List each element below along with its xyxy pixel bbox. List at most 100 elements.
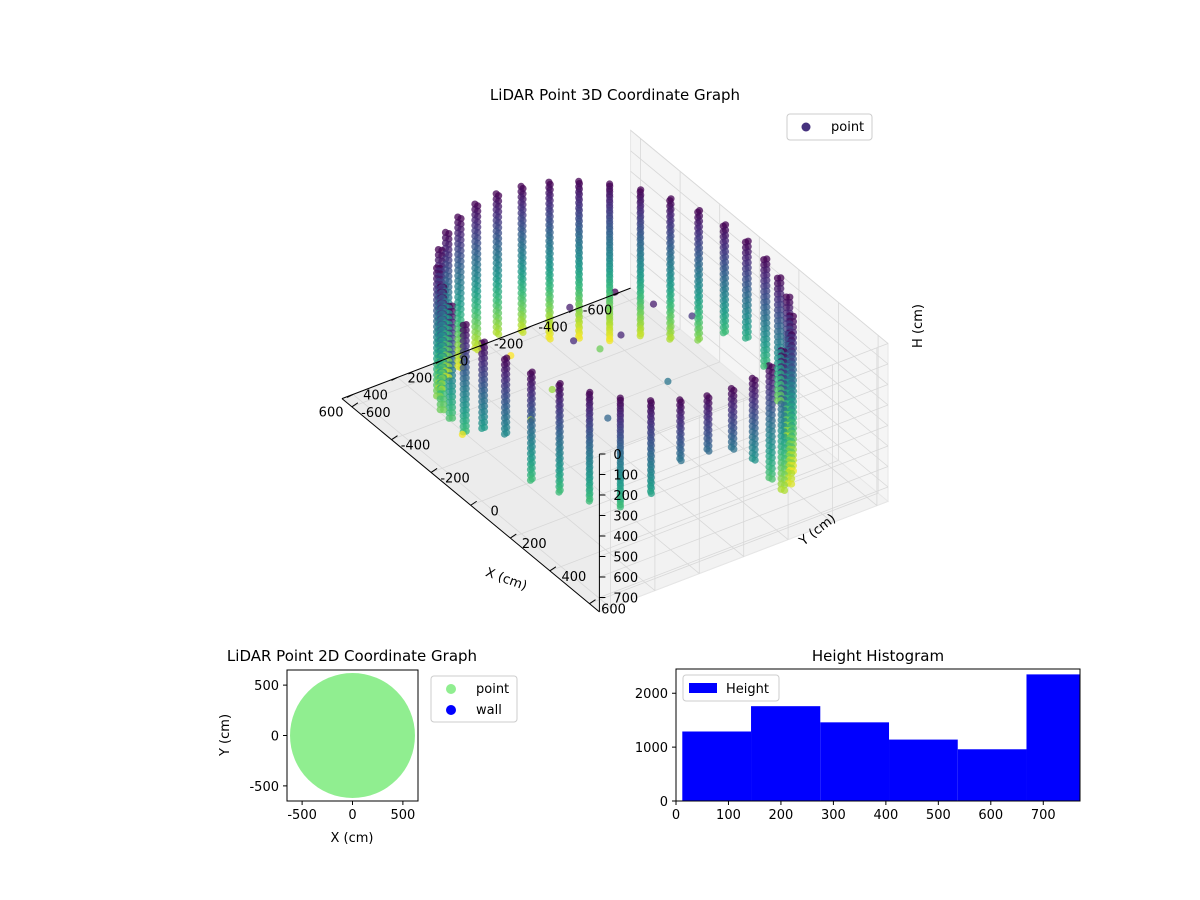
- point-3d: [741, 334, 750, 342]
- y-tick-label: -400: [401, 439, 431, 454]
- chart-2d-legend: point wall: [430, 675, 518, 723]
- z-tick-label: 500: [613, 551, 638, 566]
- x-tick-label: 0: [348, 808, 356, 823]
- y-tick-label: 1000: [635, 741, 668, 756]
- chart-2d: LiDAR Point 2D Coordinate Graph -500 0 500…: [218, 647, 518, 846]
- chart-3d-points: [433, 177, 798, 511]
- y-tick-label: 400: [561, 570, 586, 585]
- histogram-legend-label: Height: [726, 682, 769, 697]
- point-3d: [664, 377, 672, 385]
- point-3d: [555, 488, 563, 496]
- z-tick-label: 0: [613, 448, 621, 463]
- x-tick-label: 700: [1031, 808, 1056, 823]
- point-3d: [788, 480, 796, 488]
- point-3d: [786, 304, 794, 312]
- chart-3d-title: LiDAR Point 3D Coordinate Graph: [490, 86, 740, 104]
- histogram-bar: [1026, 674, 1080, 801]
- point-3d: [688, 312, 696, 320]
- x-tick-label: 600: [978, 808, 1003, 823]
- point-3d: [575, 334, 584, 342]
- histogram-bar: [751, 706, 821, 801]
- chart-histogram: Height Histogram 0 100 200 300 400 500 600 7000…: [635, 647, 1081, 823]
- chart-2d-legend-label-point: point: [476, 682, 509, 697]
- histogram-bar: [682, 731, 752, 801]
- point-3d: [705, 447, 713, 455]
- point-3d: [495, 330, 503, 338]
- point-3d: [606, 337, 614, 345]
- point-3d: [519, 328, 527, 336]
- y-tick-label: 0: [491, 504, 499, 519]
- x-tick-label: -600: [583, 303, 613, 318]
- x-tick-label: -500: [287, 808, 317, 823]
- histogram-legend-box: [682, 674, 780, 702]
- point-3d: [445, 409, 453, 417]
- histogram-bar: [889, 739, 958, 801]
- y-tick-label: 200: [522, 537, 547, 552]
- z-tick-label: 100: [613, 469, 638, 484]
- point-3d: [458, 430, 466, 438]
- point-3d: [666, 335, 674, 343]
- chart-3d: LiDAR Point 3D Coordinate Graph -600 -400…: [319, 86, 926, 618]
- histogram-bar: [820, 722, 890, 801]
- y-tick-label: -500: [249, 780, 279, 795]
- chart-3d-legend-marker: [801, 122, 811, 132]
- point-3d: [773, 338, 782, 346]
- point-3d: [773, 322, 782, 330]
- x-tick-label: 0: [460, 354, 468, 369]
- y-tick-label: -600: [361, 406, 391, 421]
- z-tick-label: 700: [613, 592, 638, 607]
- point-3d: [780, 486, 789, 494]
- point-cloud-2d: [290, 673, 415, 798]
- point-3d: [677, 457, 685, 465]
- chart-2d-plot-area: [290, 673, 415, 798]
- y-tick-label: -200: [440, 471, 470, 486]
- point-3d: [526, 476, 535, 484]
- z-tick-label: 300: [613, 510, 638, 525]
- point-3d: [445, 414, 453, 422]
- point-3d: [636, 332, 644, 340]
- histogram-legend-swatch: [689, 683, 717, 693]
- histogram-legend: Height: [682, 674, 780, 702]
- x-tick-label: 200: [407, 371, 432, 386]
- point-3d: [649, 300, 658, 308]
- z-tick-label: 600: [613, 571, 638, 586]
- point-3d: [604, 414, 612, 422]
- chart-3d-zlabel: H (cm): [911, 304, 926, 348]
- chart-2d-title: LiDAR Point 2D Coordinate Graph: [227, 647, 477, 665]
- y-tick-label: 0: [271, 730, 279, 745]
- histogram-bar: [957, 749, 1027, 801]
- chart-3d-legend-label: point: [831, 120, 864, 135]
- x-tick-label: 600: [319, 405, 344, 420]
- point-3d: [751, 456, 759, 464]
- point-3d: [773, 285, 782, 293]
- x-tick-label: 200: [769, 808, 794, 823]
- point-3d: [570, 337, 578, 345]
- histogram-ticks: 0 100 200 300 400 500 600 700 0 1000 2000: [635, 687, 1056, 823]
- point-3d: [760, 362, 768, 370]
- histogram-title: Height Histogram: [812, 647, 944, 665]
- point-3d: [694, 336, 702, 344]
- point-3d: [500, 430, 509, 438]
- chart-2d-xlabel: X (cm): [331, 831, 374, 846]
- point-3d: [546, 335, 554, 343]
- x-tick-label: -400: [538, 320, 568, 335]
- chart-2d-legend-label-wall: wall: [476, 703, 502, 718]
- x-tick-label: 300: [821, 808, 846, 823]
- point-3d: [773, 301, 782, 309]
- point-3d: [786, 298, 794, 307]
- point-3d: [440, 400, 448, 409]
- histogram-bars: [682, 674, 1080, 801]
- y-tick-label: 2000: [635, 687, 668, 702]
- point-3d: [585, 497, 593, 505]
- point-3d: [616, 503, 625, 511]
- x-tick-label: 500: [390, 808, 415, 823]
- point-3d: [548, 385, 556, 394]
- point-3d: [445, 393, 453, 401]
- x-tick-label: 0: [672, 808, 680, 823]
- chart-2d-ticks: -500 0 500 -500 0 500: [249, 679, 415, 823]
- chart-2d-ylabel: Y (cm): [218, 714, 233, 757]
- y-tick-label: 0: [660, 795, 668, 810]
- y-tick-label: 500: [254, 679, 279, 694]
- point-3d: [440, 406, 448, 414]
